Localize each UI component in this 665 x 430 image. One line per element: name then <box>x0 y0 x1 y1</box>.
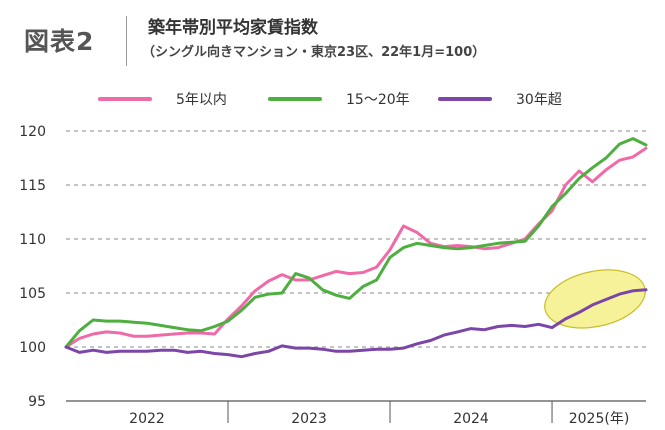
y-tick-label-105: 105 <box>19 286 46 302</box>
chart-subtitle: （シングル向きマンション・東京23区、22年1月=100） <box>142 45 486 60</box>
y-tick-label-115: 115 <box>19 178 46 194</box>
y-tick-label-110: 110 <box>19 232 46 248</box>
title-divider <box>126 16 127 66</box>
legend-label-3: 30年超 <box>516 92 562 108</box>
x-tick-label-2022: 2022 <box>129 411 165 427</box>
highlight-layer <box>544 269 646 329</box>
x-tick-label-2024: 2024 <box>453 411 489 427</box>
highlight-ellipse <box>544 269 646 329</box>
figure-label: 図表2 <box>24 27 95 56</box>
x-tick-label-2023: 2023 <box>291 411 327 427</box>
chart-title: 築年帯別平均家賃指数 <box>148 18 318 38</box>
series-line-2 <box>64 137 648 349</box>
legend-label-2: 15～20年 <box>346 92 410 108</box>
x-tick-label-2025: 2025(年) <box>569 411 630 427</box>
series-layer <box>64 137 648 359</box>
y-tick-label-95: 95 <box>28 394 46 410</box>
axis-layer: 95 100 105 110 115 120 2022 2023 2024 2025(年) <box>19 124 646 427</box>
legend: 5年以内 15～20年 30年超 <box>98 92 562 108</box>
series-line-1 <box>64 146 648 349</box>
y-tick-label-120: 120 <box>19 124 46 140</box>
y-tick-label-100: 100 <box>19 340 46 356</box>
legend-label-1: 5年以内 <box>176 92 227 108</box>
series-line-3 <box>64 288 648 359</box>
